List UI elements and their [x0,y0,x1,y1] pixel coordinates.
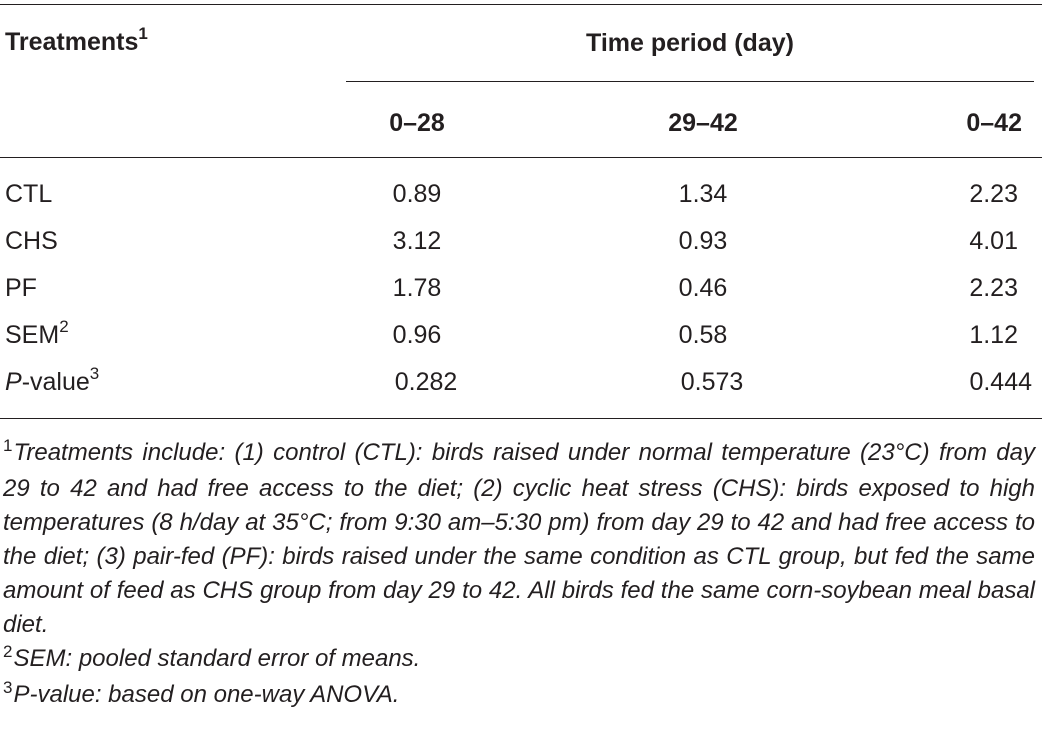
time-period-rule [346,81,1034,82]
column-header-29-42: 29–42 [668,109,738,137]
table-cell: 0.96 [392,321,442,349]
row-label: CTL [5,180,53,208]
table-cell: 1.34 [678,180,728,208]
table-bottom-rule [0,418,1042,419]
row-label: CHS [5,227,58,255]
header-bottom-rule [0,157,1042,158]
row-label: P-value3 [5,363,100,396]
table-cell: 3.12 [392,227,442,255]
table-cell: 0.573 [680,368,744,396]
table-cell: 0.282 [394,368,458,396]
table-top-rule [0,4,1042,5]
row-label: SEM2 [5,316,69,349]
table-cell: 0.58 [678,321,728,349]
table-cell: 0.93 [678,227,728,255]
table-cell: 0.46 [678,274,728,302]
row-label: PF [5,274,37,302]
footnotes: 1Treatments include: (1) control (CTL): … [3,436,1035,714]
footnote-3: 3P-value: based on one-way ANOVA. [3,678,400,708]
table-cell: 2.23 [969,180,1018,208]
footnote-1: 1Treatments include: (1) control (CTL): … [3,436,1035,638]
table-cell: 0.444 [969,368,1032,396]
column-header-0-42: 0–42 [966,109,1022,137]
table-cell: 0.89 [392,180,442,208]
column-header-0-28: 0–28 [389,109,445,137]
time-period-header: Time period (day) [586,29,794,57]
table-cell: 1.78 [392,274,442,302]
table-cell: 4.01 [969,227,1018,255]
footnote-2: 2SEM: pooled standard error of means. [3,642,421,672]
treatments-header: Treatments1 [5,23,148,56]
table-cell: 1.12 [969,321,1018,349]
table-cell: 2.23 [969,274,1018,302]
